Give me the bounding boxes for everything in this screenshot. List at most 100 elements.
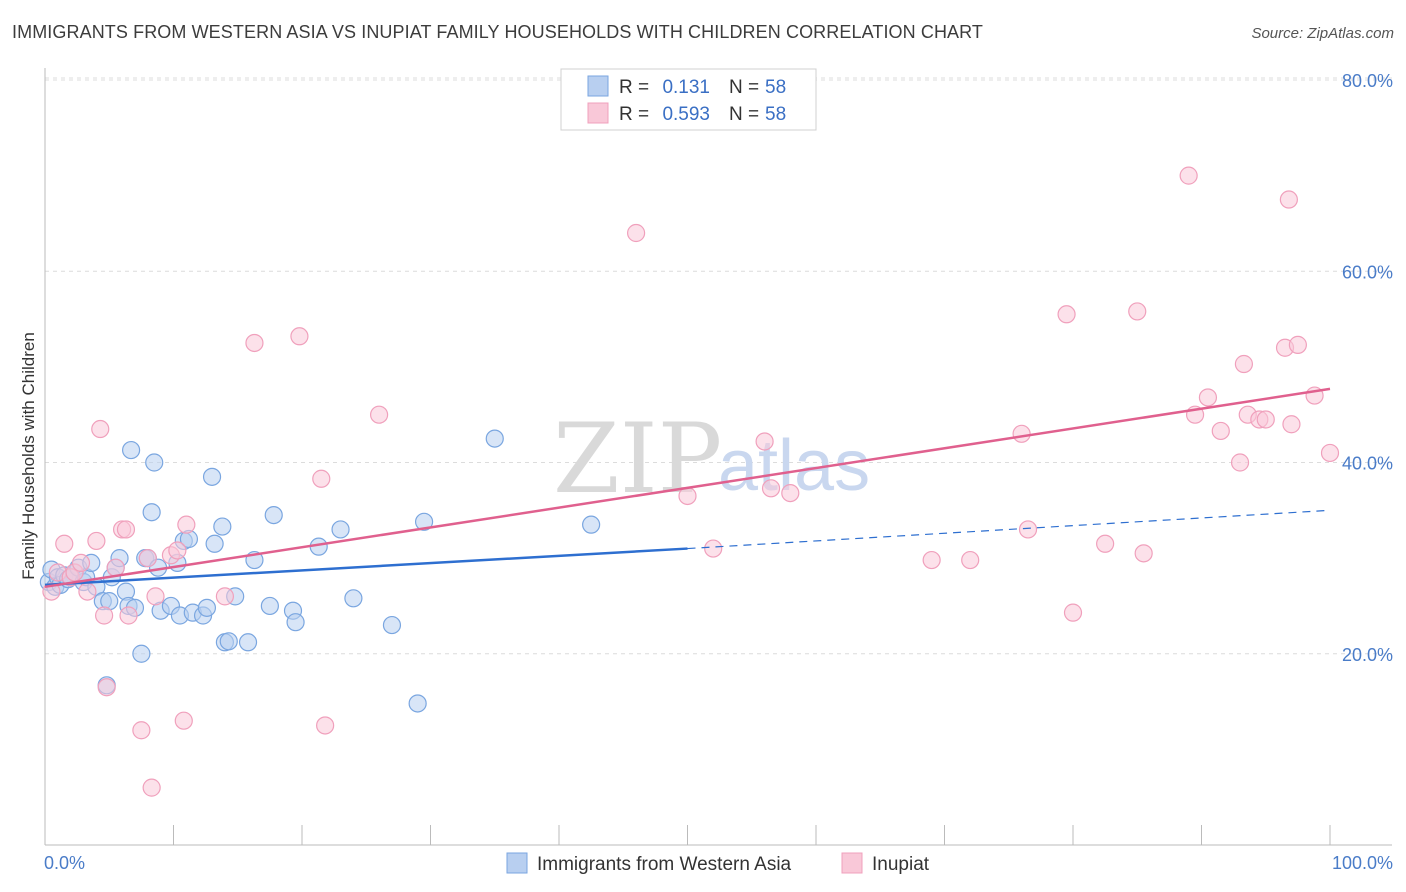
point-western-asia-27 [142,503,161,522]
point-western-asia-39 [202,467,222,486]
trendline-inupiat [44,387,1331,589]
point-western-asia-28 [145,453,164,472]
legend-n-value-2: 58 [765,104,786,125]
point-inupiat-35 [922,550,941,570]
point-inupiat-39 [1057,305,1076,324]
point-western-asia-52 [331,520,350,539]
point-inupiat-29 [626,223,646,243]
point-inupiat-42 [1128,302,1147,321]
point-western-asia-54 [382,615,402,635]
bottom-legend: Immigrants from Western Asia Inupiat [506,852,930,875]
point-inupiat-38 [1018,520,1038,539]
point-inupiat-28 [370,405,389,424]
point-inupiat-33 [761,479,781,498]
trendline-extension-western-asia [687,509,1331,550]
y-tick-label-80: 80.0% [1342,71,1393,91]
point-inupiat-32 [755,432,774,451]
bottom-legend-label-blue: Immigrants from Western Asia [537,854,792,875]
point-inupiat-46 [1198,388,1218,407]
point-western-asia-45 [238,633,258,652]
bottom-legend-label-pink: Inupiat [872,854,930,875]
point-inupiat-47 [1211,421,1230,441]
trendline-western-asia [44,547,688,587]
y-axis-label: Family Households with Children [19,332,38,580]
top-legend: R = 0.131 N = 58 R = 0.593 N = 58 [560,68,817,131]
point-inupiat-26 [312,469,331,488]
point-inupiat-9 [95,606,114,625]
point-inupiat-14 [119,606,138,625]
point-inupiat-36 [961,550,980,570]
point-inupiat-10 [97,678,116,697]
point-inupiat-55 [1282,415,1301,434]
point-inupiat-21 [174,711,193,730]
point-western-asia-58 [582,515,601,534]
point-inupiat-22 [177,515,196,534]
point-inupiat-54 [1279,190,1298,209]
point-inupiat-23 [215,587,234,606]
chart-source: Source: ZipAtlas.com [1251,25,1394,42]
bottom-legend-swatch-pink [841,852,863,874]
point-inupiat-5 [71,553,91,573]
point-inupiat-18 [146,587,165,606]
watermark: ZIP atlas [553,403,870,515]
point-western-asia-38 [197,598,217,617]
point-inupiat-2 [55,534,74,553]
point-inupiat-13 [116,520,136,539]
trend-layer [44,387,1331,589]
point-inupiat-34 [781,484,800,503]
point-western-asia-40 [205,534,224,553]
y-tick-label-20: 20.0% [1342,645,1393,665]
bottom-legend-swatch-blue [506,852,528,874]
point-inupiat-43 [1134,544,1153,563]
point-inupiat-40 [1063,603,1083,622]
point-inupiat-44 [1179,166,1198,185]
point-western-asia-22 [121,440,141,460]
x-tick-label-0: 0.0% [44,853,85,873]
point-inupiat-41 [1096,534,1115,553]
legend-swatch-pink [587,102,609,124]
legend-n-label-2: N = [729,104,759,125]
point-inupiat-8 [91,419,110,439]
point-inupiat-49 [1234,354,1254,374]
x-tick-label-100: 100.0% [1332,853,1393,873]
point-inupiat-6 [78,582,97,601]
point-inupiat-15 [132,721,151,740]
legend-r-value-2: 0.593 [662,104,710,125]
point-western-asia-47 [260,596,279,616]
legend-r-label-2: R = [619,104,649,125]
point-inupiat-58 [1320,443,1340,463]
y-tick-label-60: 60.0% [1342,262,1393,282]
point-inupiat-7 [87,531,106,551]
point-western-asia-43 [219,632,238,651]
point-western-asia-55 [408,694,427,713]
point-inupiat-27 [316,716,335,735]
point-inupiat-25 [290,327,309,346]
legend-r-value-1: 0.131 [662,77,710,98]
point-inupiat-24 [245,333,264,353]
point-inupiat-16 [138,549,157,568]
grid-layer [45,77,1392,655]
y-tick-label-40: 40.0% [1342,454,1393,474]
axis-layer: 20.0% 40.0% 60.0% 80.0% 0.0% 100.0% [44,68,1393,873]
point-western-asia-41 [213,517,232,536]
point-inupiat-52 [1256,410,1275,429]
point-western-asia-48 [264,505,283,525]
point-inupiat-20 [168,541,187,560]
point-inupiat-48 [1230,453,1250,472]
point-western-asia-53 [344,589,363,608]
point-inupiat-17 [142,778,161,797]
point-western-asia-50 [286,613,305,632]
chart-title: IMMIGRANTS FROM WESTERN ASIA VS INUPIAT … [12,22,984,42]
legend-r-label-1: R = [619,77,649,98]
legend-swatch-blue [587,75,609,97]
points-layer [39,166,1340,797]
point-western-asia-56 [414,512,434,531]
point-inupiat-56 [1288,335,1307,354]
watermark-zip: ZIP [553,403,722,515]
point-inupiat-37 [1012,424,1031,443]
point-inupiat-11 [106,558,125,577]
point-western-asia-24 [132,644,151,663]
legend-n-value-1: 58 [765,77,786,98]
legend-n-label-1: N = [729,77,759,98]
